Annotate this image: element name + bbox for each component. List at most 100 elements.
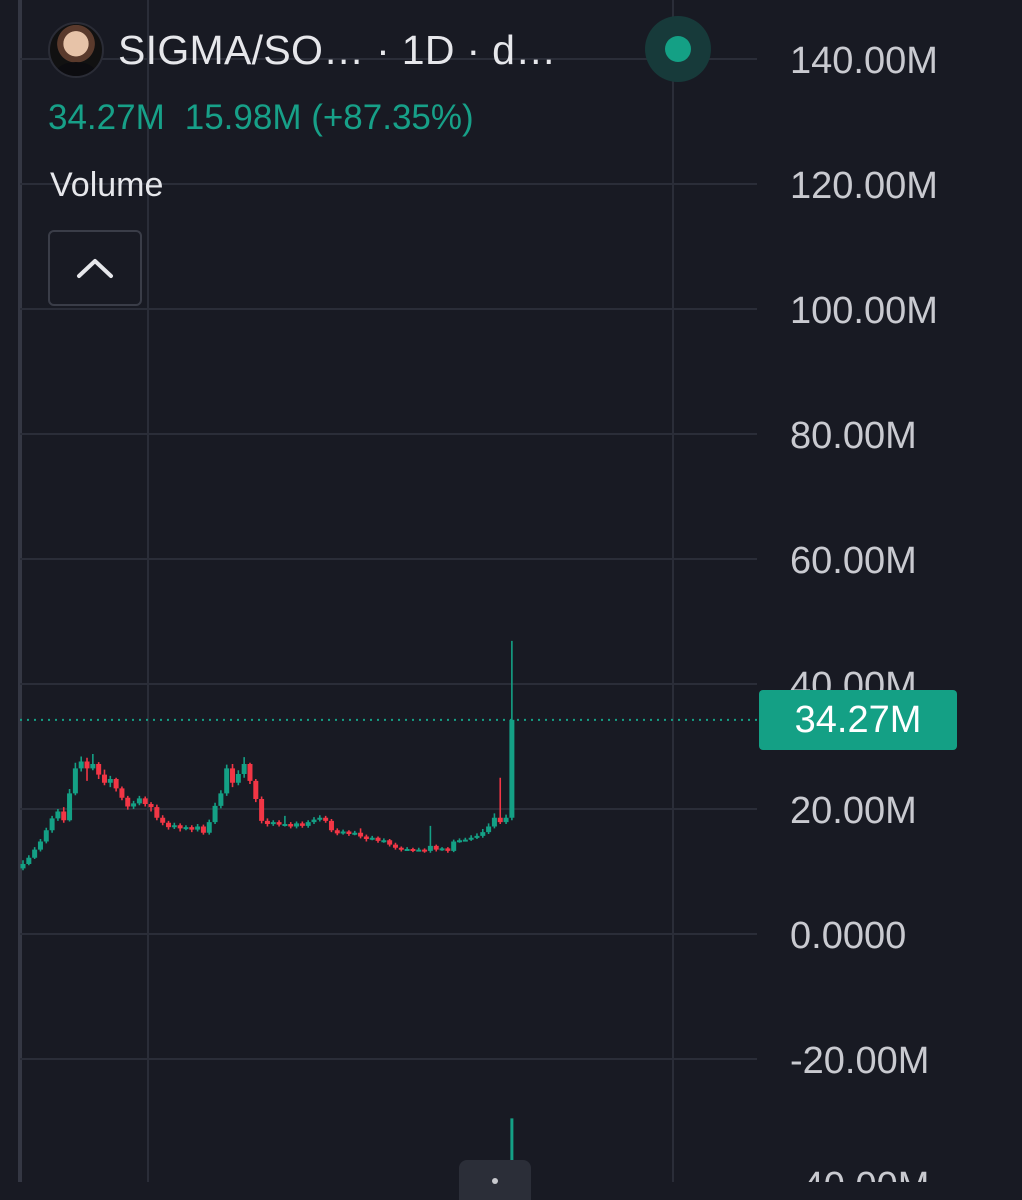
candle-body	[78, 761, 84, 769]
candle-body	[276, 822, 282, 825]
candle-body	[334, 830, 340, 834]
y-tick-label: 140.00M	[790, 40, 938, 82]
candle-body	[142, 798, 148, 804]
candle-body	[323, 817, 329, 821]
candle-body	[480, 832, 486, 836]
candle-body	[462, 839, 468, 842]
candle-body	[497, 817, 503, 823]
candle-body	[509, 719, 515, 818]
candle-body	[340, 831, 346, 834]
candle-body	[317, 817, 323, 820]
candle-body	[241, 764, 247, 774]
candle-body	[451, 841, 457, 851]
volume-value: 34.27M	[48, 98, 165, 137]
candle-body	[352, 832, 358, 835]
candle-body	[72, 768, 78, 794]
y-tick-label: 0.0000	[790, 915, 906, 957]
candle-body	[259, 799, 265, 821]
volume-bars	[510, 1118, 514, 1182]
candle-body	[264, 820, 270, 824]
candle-body	[282, 824, 288, 826]
candle-body	[299, 823, 305, 826]
horizontal-grid	[20, 58, 757, 1060]
candle-body	[247, 764, 253, 781]
volume-change: 15.98M (+87.35%)	[184, 98, 474, 137]
candle-body	[491, 817, 497, 827]
candle-body	[311, 819, 317, 823]
candle-body	[67, 793, 73, 821]
candle-body	[253, 780, 259, 799]
candle-body	[404, 849, 410, 851]
candle-body	[131, 803, 137, 807]
candle-body	[171, 825, 177, 828]
candle-body	[422, 849, 428, 852]
candle-body	[328, 820, 334, 831]
candle-body	[37, 841, 43, 850]
live-status-dot-icon	[645, 16, 711, 82]
candle-body	[55, 811, 61, 819]
candle-body	[113, 779, 119, 789]
candle-body	[503, 817, 509, 823]
candle-body	[61, 811, 67, 821]
candle-body	[96, 764, 102, 775]
candle-body	[230, 768, 236, 783]
candle-body	[474, 835, 480, 838]
token-avatar-icon[interactable]	[48, 22, 104, 78]
candle-body	[468, 837, 474, 840]
indicator-label[interactable]: Volume	[50, 166, 164, 204]
candles	[20, 640, 515, 871]
candle-body	[445, 848, 451, 851]
candle-body	[457, 840, 462, 843]
candle-body	[398, 847, 404, 850]
collapse-button[interactable]	[48, 230, 142, 306]
y-tick-label: 120.00M	[790, 165, 938, 207]
candle-body	[160, 817, 166, 823]
y-tick-label: 100.00M	[790, 290, 938, 332]
candle-body	[154, 807, 160, 818]
candle-body	[427, 845, 433, 851]
y-tick-label: -20.00M	[790, 1040, 929, 1082]
candle-body	[195, 826, 201, 830]
candle-body	[136, 798, 142, 804]
candle-body	[305, 822, 311, 826]
y-axis-labels: 140.00M120.00M100.00M80.00M60.00M40.00M2…	[790, 40, 938, 1182]
candle-body	[166, 822, 171, 828]
y-tick-label: 60.00M	[790, 540, 917, 582]
volume-bar	[510, 1118, 514, 1182]
candle-body	[369, 837, 375, 840]
candle-body	[294, 823, 300, 827]
candle-body	[358, 832, 364, 837]
candle-body	[363, 836, 369, 839]
candle-body	[235, 774, 241, 783]
candle-body	[26, 857, 32, 864]
legend-values: 34.27M 15.98M (+87.35%)	[48, 98, 494, 138]
candle-body	[189, 827, 195, 830]
candle-body	[183, 827, 189, 830]
y-tick-label: 20.00M	[790, 790, 917, 832]
y-tick-label: -40.00M	[790, 1165, 929, 1182]
chevron-up-icon	[77, 259, 113, 278]
candle-body	[43, 830, 49, 842]
candle-body	[416, 849, 422, 852]
candle-body	[148, 804, 154, 808]
y-tick-label: 80.00M	[790, 415, 917, 457]
symbol-title[interactable]: SIGMA/SO… · 1D · d…	[118, 26, 557, 73]
candle-body	[381, 840, 387, 843]
candle-body	[90, 764, 96, 769]
candle-body	[206, 822, 212, 833]
candle-body	[84, 761, 90, 769]
candle-body	[410, 849, 416, 851]
candle-body	[177, 825, 183, 829]
candle-body	[200, 826, 206, 833]
candle-body	[32, 849, 38, 858]
candle-body	[375, 837, 381, 841]
panel-resize-handle[interactable]	[459, 1160, 531, 1200]
candle-body	[486, 826, 492, 833]
candle-body	[101, 774, 107, 783]
candle-body	[439, 848, 445, 851]
candle-body	[125, 797, 131, 807]
candle-body	[346, 831, 352, 834]
candle-body	[212, 805, 218, 823]
candle-body	[433, 845, 439, 850]
